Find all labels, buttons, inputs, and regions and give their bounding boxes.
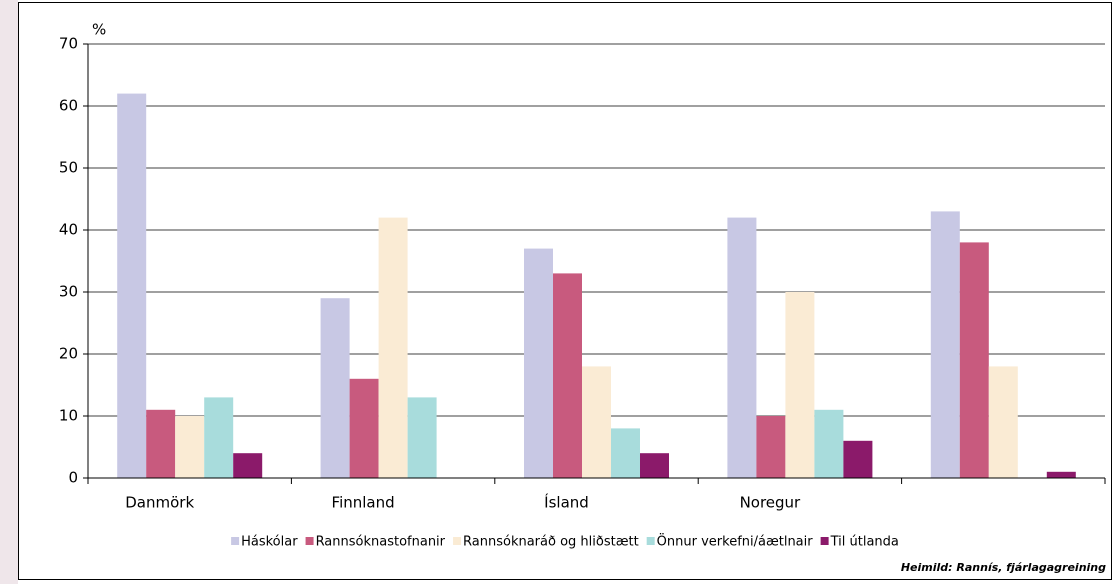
legend-swatch bbox=[453, 537, 462, 545]
bar bbox=[407, 397, 437, 478]
bar bbox=[930, 211, 960, 478]
y-tick-label: 40 bbox=[59, 221, 78, 239]
bar bbox=[117, 93, 147, 478]
bar bbox=[1046, 471, 1076, 478]
legend-swatch bbox=[231, 537, 240, 545]
bar bbox=[814, 409, 844, 478]
legend-swatch bbox=[820, 537, 829, 545]
bar bbox=[843, 440, 873, 478]
bar bbox=[785, 292, 815, 478]
bar bbox=[640, 453, 669, 478]
legend-label: Önnur verkefni/áætlnair bbox=[657, 533, 814, 550]
legend-label: Háskólar bbox=[241, 535, 298, 550]
bar bbox=[553, 273, 582, 478]
legend-label: Rannsóknastofnanir bbox=[316, 535, 446, 550]
y-tick-label: 60 bbox=[59, 97, 78, 115]
bar bbox=[204, 397, 234, 478]
y-tick-label: 30 bbox=[59, 283, 78, 301]
y-axis-label: % bbox=[92, 21, 106, 39]
y-tick-label: 0 bbox=[68, 469, 78, 487]
bar bbox=[988, 366, 1018, 478]
y-tick-label: 20 bbox=[59, 345, 78, 363]
bar bbox=[146, 409, 176, 478]
legend-swatch bbox=[646, 537, 655, 545]
y-tick-label: 70 bbox=[59, 35, 78, 53]
bar bbox=[959, 242, 989, 478]
source: Heimild: Rannís, fjárlagagreining bbox=[901, 561, 1106, 574]
bar bbox=[349, 378, 379, 478]
bar bbox=[320, 298, 350, 478]
x-tick-label: Ísland bbox=[544, 493, 589, 512]
bar bbox=[175, 416, 205, 478]
y-tick-label: 50 bbox=[59, 159, 78, 177]
bar bbox=[611, 428, 640, 478]
legend-swatch bbox=[305, 537, 314, 545]
bar bbox=[756, 416, 786, 478]
bar bbox=[233, 453, 263, 478]
x-tick-label: Danmörk bbox=[125, 494, 194, 512]
bar bbox=[582, 366, 611, 478]
x-tick-label: Finnland bbox=[332, 494, 395, 512]
bar bbox=[378, 217, 408, 478]
y-tick-label: 10 bbox=[59, 407, 78, 425]
legend-label: Rannsóknaráð og hliðstætt bbox=[463, 535, 639, 550]
legend-label: Til útlanda bbox=[830, 535, 899, 550]
bar bbox=[524, 248, 553, 478]
bar bbox=[727, 217, 757, 478]
x-tick-label: Noregur bbox=[740, 494, 801, 512]
side-strip bbox=[0, 0, 18, 584]
